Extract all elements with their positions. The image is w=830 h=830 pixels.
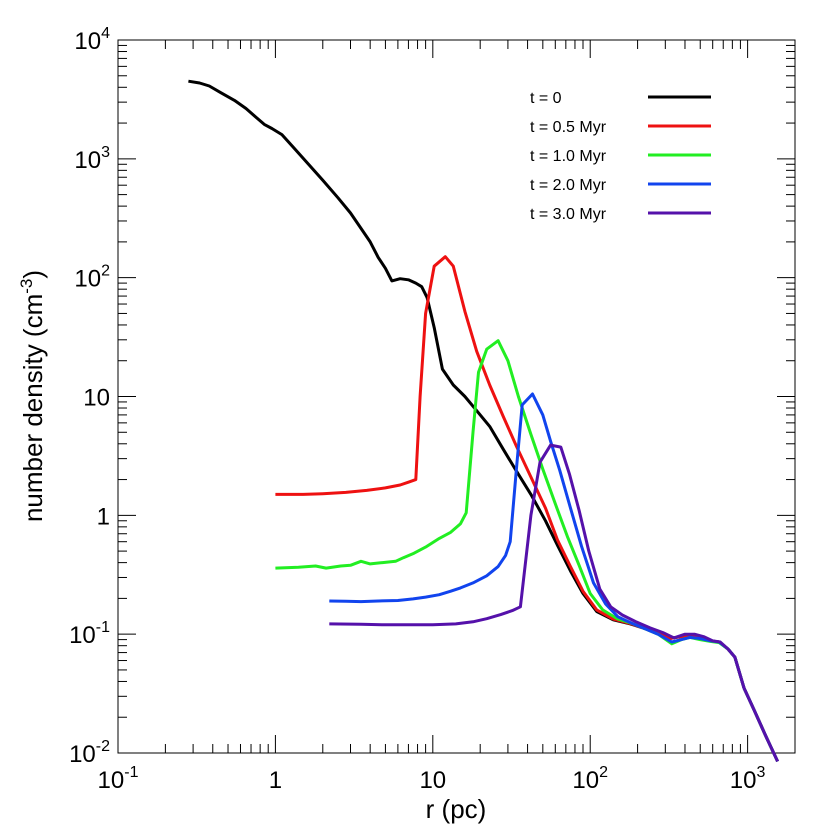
major-ticks — [117, 39, 795, 754]
x-tick-label: 103 — [730, 764, 766, 794]
y-tick-exponent: 2 — [101, 263, 110, 280]
x-tick-base: 10 — [419, 767, 446, 794]
x-tick-labels: 10-1 1 10 102 103 — [98, 764, 766, 794]
y-tick-exponent: -2 — [96, 738, 110, 755]
y-tick-label: 102 — [74, 263, 110, 293]
x-tick-label: 102 — [572, 764, 608, 794]
x-tick-label: 1 — [269, 767, 282, 794]
y-tick-label: 1 — [97, 503, 110, 530]
y-tick-label: 10-1 — [69, 619, 110, 649]
y-tick-base: 1 — [97, 503, 110, 530]
x-tick-base: 1 — [269, 767, 282, 794]
series-lines — [188, 79, 779, 763]
y-axis-title-exponent: -3 — [17, 279, 36, 294]
x-tick-exponent: 2 — [599, 764, 608, 781]
x-tick-base: 10 — [98, 767, 125, 794]
y-tick-label: 10-2 — [69, 738, 110, 768]
x-tick-exponent: 3 — [757, 764, 766, 781]
legend-label-1: t = 0.5 Myr — [530, 119, 607, 136]
minor-ticks — [118, 40, 795, 753]
y-axis-title-main: number density (cm — [18, 294, 48, 522]
y-tick-base: 10 — [74, 28, 101, 55]
y-tick-base: 10 — [74, 147, 101, 174]
legend-label-0: t = 0 — [530, 90, 562, 107]
y-tick-label: 10 — [83, 385, 110, 412]
y-tick-base: 10 — [74, 266, 101, 293]
legend-label-3: t = 2.0 Myr — [530, 177, 607, 194]
x-tick-exponent: -1 — [124, 764, 138, 781]
y-axis-title-close: ) — [18, 270, 48, 279]
series-line-3 — [329, 392, 779, 763]
y-tick-exponent: 3 — [101, 144, 110, 161]
legend-label-2: t = 1.0 Myr — [530, 148, 607, 165]
y-tick-label: 104 — [74, 25, 110, 55]
y-axis-title: number density (cm-3) — [17, 270, 48, 522]
series-line-1 — [275, 255, 779, 763]
plot-frame — [117, 39, 796, 754]
x-tick-label: 10-1 — [98, 764, 139, 794]
y-tick-base: 10 — [69, 622, 96, 649]
legend-label-4: t = 3.0 Myr — [530, 206, 607, 223]
x-tick-label: 10 — [419, 767, 446, 794]
series-line-4 — [329, 443, 779, 763]
y-tick-base: 10 — [69, 741, 96, 768]
y-tick-exponent: 4 — [101, 25, 110, 42]
legend: t = 0 t = 0.5 Myr t = 1.0 Myr t = 2.0 Myr t … — [530, 90, 711, 223]
x-tick-base: 10 — [730, 767, 757, 794]
y-tick-exponent: -1 — [96, 619, 110, 636]
x-axis-title: r (pc) — [426, 794, 487, 824]
y-tick-label: 103 — [74, 144, 110, 174]
y-tick-base: 10 — [83, 385, 110, 412]
x-tick-base: 10 — [572, 767, 599, 794]
